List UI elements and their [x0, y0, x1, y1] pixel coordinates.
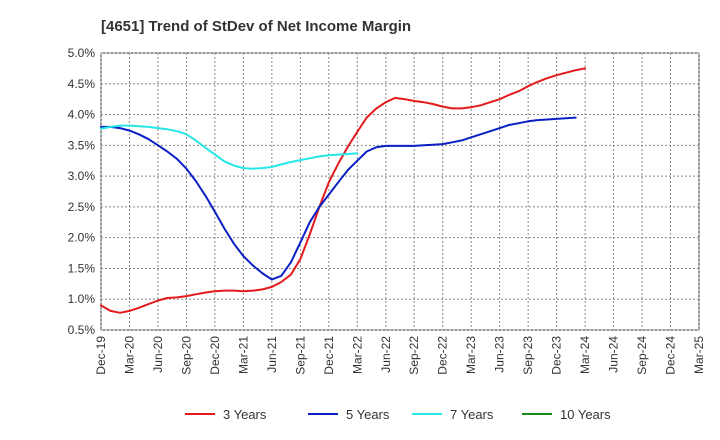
x-tick-label: Mar-25 — [692, 336, 706, 374]
y-tick-label: 4.0% — [68, 108, 96, 122]
y-tick-label: 3.0% — [68, 169, 96, 183]
y-tick-label: 0.5% — [68, 323, 96, 337]
x-tick-label: Sep-20 — [179, 336, 193, 375]
chart-title: [4651] Trend of StDev of Net Income Marg… — [101, 18, 411, 35]
legend-label: 3 Years — [223, 407, 267, 422]
y-tick-label: 1.0% — [68, 292, 96, 306]
series-layer — [100, 67, 587, 314]
x-tick-label: Mar-20 — [122, 336, 136, 374]
plot-area — [100, 52, 700, 331]
series-line-7-years — [100, 124, 359, 170]
x-tick-label: Mar-22 — [350, 336, 364, 374]
x-tick-label: Dec-22 — [436, 336, 450, 375]
x-axis: Dec-19 Mar-20 Jun-20 Sep-20 Dec-20 Mar-21 Jun-… — [94, 336, 706, 375]
x-tick-label: Sep-21 — [293, 336, 307, 375]
y-tick-label: 5.0% — [68, 46, 96, 60]
y-axis: 0.5% 1.0% 1.5% 2.0% 2.5% 3.0% 3.5% 4.0% 4.5% 5.0% — [68, 46, 96, 337]
y-tick-label: 2.0% — [68, 231, 96, 245]
y-tick-label: 2.5% — [68, 200, 96, 214]
x-tick-label: Jun-21 — [265, 336, 279, 373]
x-tick-label: Sep-23 — [521, 336, 535, 375]
x-tick-label: Dec-23 — [550, 336, 564, 375]
x-tick-label: Sep-24 — [635, 336, 649, 375]
x-tick-label: Jun-24 — [607, 336, 621, 373]
legend-label: 7 Years — [450, 407, 494, 422]
x-tick-label: Dec-20 — [208, 336, 222, 375]
y-tick-label: 1.5% — [68, 261, 96, 275]
legend-label: 10 Years — [560, 407, 611, 422]
x-tick-label: Mar-23 — [464, 336, 478, 374]
x-tick-label: Sep-22 — [407, 336, 421, 375]
x-tick-label: Dec-24 — [664, 336, 678, 375]
y-tick-label: 4.5% — [68, 77, 96, 91]
series-line-5-years — [100, 116, 577, 281]
x-tick-label: Mar-21 — [236, 336, 250, 374]
legend: 3 Years 5 Years 7 Years 10 Years — [185, 407, 611, 422]
x-tick-label: Jun-22 — [379, 336, 393, 373]
x-tick-label: Jun-23 — [493, 336, 507, 373]
x-tick-label: Jun-20 — [151, 336, 165, 373]
x-tick-label: Mar-24 — [578, 336, 592, 374]
x-tick-label: Dec-19 — [94, 336, 108, 375]
x-tick-label: Dec-21 — [322, 336, 336, 375]
y-tick-label: 3.5% — [68, 138, 96, 152]
legend-label: 5 Years — [346, 407, 390, 422]
